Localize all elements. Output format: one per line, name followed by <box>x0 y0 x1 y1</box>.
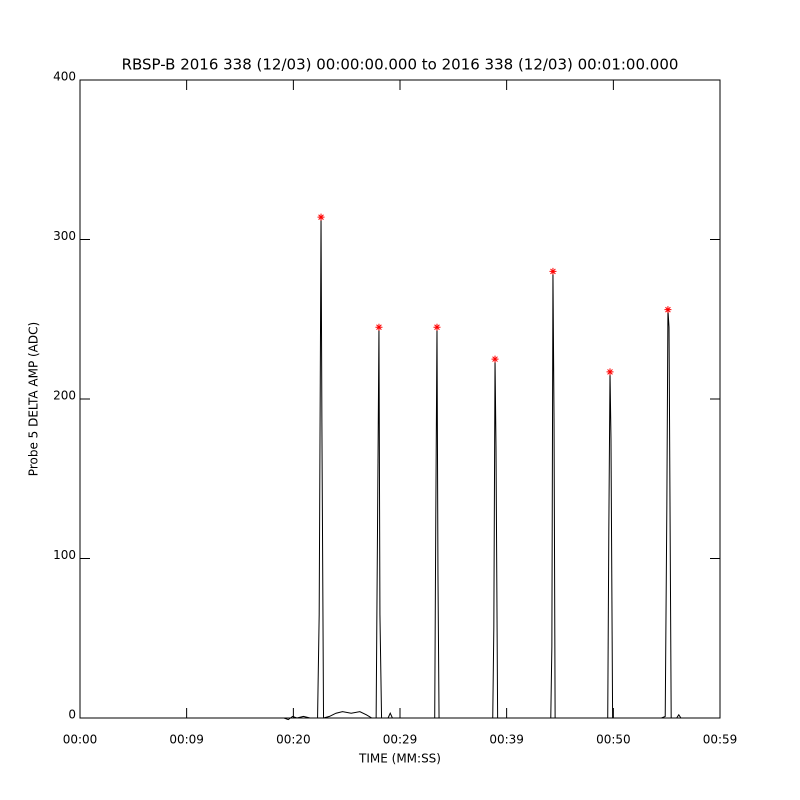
peak-marker <box>317 213 325 221</box>
x-tick-label: 00:50 <box>596 733 631 747</box>
x-tick-label: 00:20 <box>276 733 311 747</box>
peak-marker <box>664 306 672 314</box>
x-axis-label: TIME (MM:SS) <box>358 752 441 766</box>
chart-title: RBSP-B 2016 338 (12/03) 00:00:00.000 to … <box>122 56 679 74</box>
y-tick-label: 200 <box>53 389 76 403</box>
peak-marker <box>375 323 383 331</box>
y-tick-label: 100 <box>53 548 76 562</box>
peak-marker <box>491 355 499 363</box>
peak-marker <box>549 267 557 275</box>
peak-marker <box>433 323 441 331</box>
x-tick-label: 00:29 <box>383 733 418 747</box>
y-tick-label: 300 <box>53 229 76 243</box>
x-tick-label: 00:59 <box>703 733 738 747</box>
y-tick-label: 400 <box>53 70 76 84</box>
peak-marker <box>606 368 614 376</box>
x-tick-label: 00:09 <box>169 733 204 747</box>
x-tick-label: 00:39 <box>489 733 524 747</box>
y-tick-label: 0 <box>68 708 76 722</box>
data-line <box>80 217 682 721</box>
x-tick-label: 00:00 <box>63 733 98 747</box>
y-axis-label: Probe 5 DELTA AMP (ADC) <box>27 322 41 476</box>
